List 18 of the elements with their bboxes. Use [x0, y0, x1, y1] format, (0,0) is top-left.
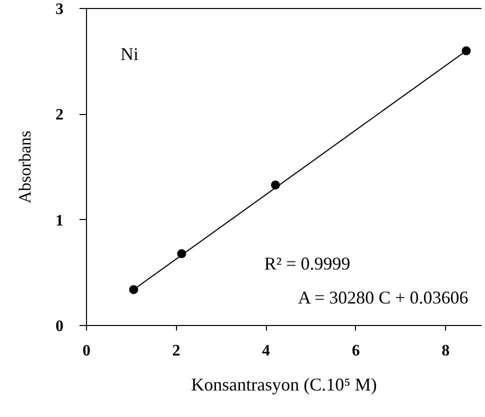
x-tick-label: 6	[352, 342, 360, 360]
x-tick-label: 2	[172, 342, 180, 360]
x-axis-title: Konsantrasyon (C.10⁵ M)	[191, 374, 377, 394]
point	[270, 180, 280, 190]
y-tick-label: 2	[56, 106, 64, 124]
y-tick-label: 1	[56, 212, 64, 230]
annotation: R² = 0.9999	[264, 254, 350, 274]
x-tick-label: 0	[82, 342, 90, 360]
annotation: A = 30280 C + 0.03606	[298, 288, 468, 308]
y-tick-label: 3	[56, 1, 64, 18]
x-tick-label: 8	[442, 342, 450, 360]
point	[462, 46, 471, 56]
point	[129, 285, 138, 294]
x-tick-label: 4	[262, 342, 270, 360]
point	[177, 249, 186, 258]
annotation: Ni	[120, 44, 138, 64]
y-axis-title: Absorbans	[16, 130, 34, 204]
y-tick-label: 0	[56, 318, 64, 335]
